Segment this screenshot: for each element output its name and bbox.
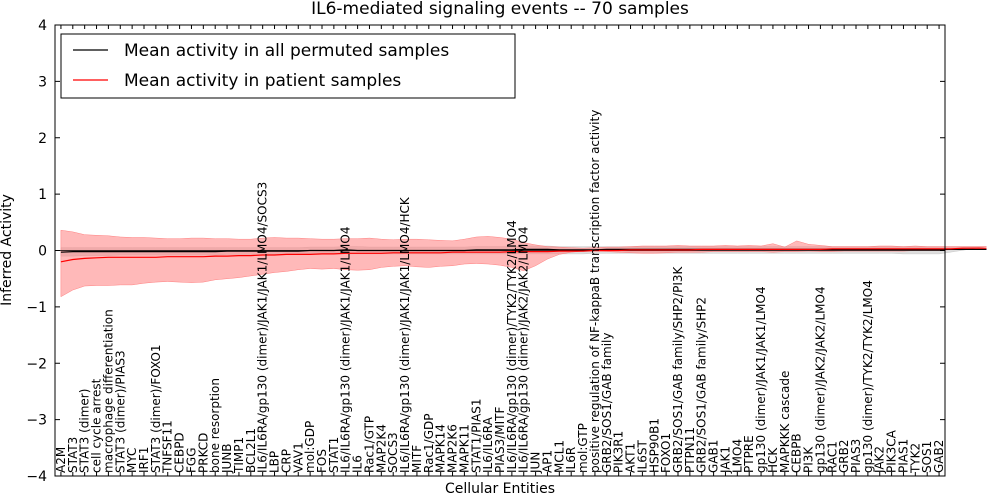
series-lines (60, 247, 987, 263)
y-tick-label: 3 (38, 74, 47, 90)
x-category-label: gp130 (dimer)/TYK2/TYK2/LMO4 (861, 280, 875, 473)
x-category-label: PI3K (802, 446, 816, 473)
x-category-label: IL6 (351, 455, 365, 473)
x-category-label: PIK3CA (885, 429, 899, 473)
x-category-label: FOS (315, 449, 329, 473)
x-axis-title: Cellular Entities (445, 481, 555, 497)
x-category-label: IL6/IL6RA/gp130 (dimer)/JAK1/JAK1/LMO4/S… (256, 182, 270, 473)
x-category-label: MAPK14 (434, 424, 448, 473)
x-category-label: JAK1 (719, 446, 733, 474)
x-category-label: IL6ST (635, 440, 649, 473)
x-category-label: AKT1 (624, 443, 638, 473)
x-category-label: mol:GDP (303, 421, 317, 473)
x-category-label: GRB2/SOS1/GAB family/SHP2/PI3K (671, 265, 685, 473)
x-category-label: GRB2 (837, 439, 851, 473)
x-category-label: JAK2 (873, 446, 887, 474)
x-category-label: IL6/IL6RA/gp130 (dimer)/TYK2/TYK2/LMO4 (505, 220, 519, 473)
x-category-label: JUNB (220, 443, 234, 474)
x-category-label: PIAS3/MITF (493, 406, 507, 473)
x-category-label: SOS1 (920, 441, 934, 473)
x-category-label: IL6/IL6RA (481, 416, 495, 473)
x-category-label: IL6/IL6RA/gp130 (dimer)/JAK1/JAK1/LMO4 (339, 227, 353, 473)
x-category-label: HCK (766, 447, 780, 473)
x-category-label: IL6R (564, 447, 578, 473)
y-axis-title: Inferred Activity (0, 194, 15, 306)
x-category-label: STAT1 (327, 437, 341, 473)
x-category-label: A2M (54, 447, 68, 473)
x-category-label: gp130 (dimer)/JAK2/JAK2/LMO4 (813, 286, 827, 473)
x-category-label: TNFSF11 (161, 420, 175, 474)
y-tick-label: −3 (26, 413, 47, 429)
x-category-label: positive regulation of NF-kappaB transcr… (588, 110, 602, 473)
x-category-label: MAP2K4 (374, 424, 388, 473)
x-category-label: PTPN11 (683, 427, 697, 473)
x-category-label: macrophage differentiation (101, 309, 115, 473)
x-category-label: Rac1/GDP (422, 414, 436, 473)
legend-label-patient: Mean activity in patient samples (124, 71, 401, 91)
line-series-1 (60, 247, 987, 263)
y-tick-label: −1 (26, 300, 47, 316)
x-category-label: HSP90B1 (647, 418, 661, 473)
x-category-label: MYC (125, 448, 139, 473)
legend: Mean activity in all permuted samples Me… (60, 33, 516, 99)
x-category-label: PRKCD (196, 433, 210, 473)
x-category-label: JUN (529, 452, 543, 474)
x-category-label: STAT1/PIAS1 (469, 398, 483, 473)
x-category-label: SOCS3 (386, 432, 400, 473)
x-category-label: PIAS1 (897, 439, 911, 473)
y-tick-label: −2 (26, 356, 47, 372)
x-category-label: mol:GTP (576, 423, 590, 473)
x-category-label: CRP (279, 449, 293, 473)
x-category-label: MAPK11 (457, 424, 471, 473)
x-category-label: Rac1/GTP (363, 416, 377, 473)
x-category-label: IRF1 (137, 447, 151, 473)
x-category-label: FOXO1 (659, 433, 673, 473)
chart-title: IL6-mediated signaling events -- 70 samp… (311, 0, 689, 19)
x-category-label: GAB2 (932, 440, 946, 473)
x-category-label: GRB2/SOS1/GAB family/SHP2 (695, 297, 709, 473)
x-category-label: STAT3 (dimer)/PIAS3 (113, 350, 127, 473)
x-category-label: MAPKKK cascade (778, 371, 792, 473)
x-category-label: MAP2K6 (446, 424, 460, 473)
x-category-label: TIMP1 (232, 437, 246, 474)
x-category-label: PTPRE (742, 435, 756, 473)
x-category-label: VAV1 (291, 442, 305, 473)
x-category-label: MITF (410, 445, 424, 473)
x-category-label: LBP (268, 451, 282, 473)
x-category-label: GRB2/SOS1/GAB family (600, 333, 614, 474)
x-category-label: LMO4 (730, 439, 744, 473)
y-tick-label: 4 (38, 18, 47, 34)
y-tick-label: 0 (38, 244, 47, 260)
x-category-label: bone resorption (208, 378, 222, 473)
x-category-label: CEBPB (790, 433, 804, 473)
x-category-label: STAT3 (dimer) (78, 389, 92, 473)
x-category-label: gp130 (dimer)/JAK1/JAK1/LMO4 (754, 286, 768, 473)
y-tick-label: 2 (38, 131, 47, 147)
legend-label-permuted: Mean activity in all permuted samples (124, 41, 449, 61)
band-series-1 (60, 229, 987, 298)
x-category-label: TYK2 (908, 443, 922, 474)
x-category-label: RAC1 (825, 441, 839, 473)
x-category-label: IL6/IL6RA/gp130 (dimer)/JAK1/JAK1/LMO4/H… (398, 196, 412, 473)
x-category-label: PIAS3 (849, 439, 863, 473)
x-category-label: cell cycle arrest (90, 378, 104, 473)
y-tick-label: −4 (26, 469, 47, 485)
x-category-label: PIK3R1 (612, 431, 626, 473)
x-category-label: STAT3 (66, 437, 80, 473)
x-category-label: IL6/IL6RA/gp130 (dimer)/JAK2/JAK2/LMO4 (517, 227, 531, 473)
legend-box (60, 33, 516, 99)
x-category-label: BCL2L1 (244, 428, 258, 473)
x-category-label: CEBPD (173, 432, 187, 473)
y-tick-label: 1 (38, 187, 47, 203)
y-axis-ticks: −4 −3 −2 −1 0 1 2 3 4 (26, 18, 945, 485)
x-axis-ticks (60, 25, 940, 476)
x-category-label: STAT3 (dimer)/FOXO1 (149, 344, 163, 473)
x-category-label: GAB1 (707, 440, 721, 473)
x-category-label: MCL1 (552, 440, 566, 473)
x-category-label: FGG (185, 448, 199, 474)
x-category-label: AP1 (541, 450, 555, 473)
